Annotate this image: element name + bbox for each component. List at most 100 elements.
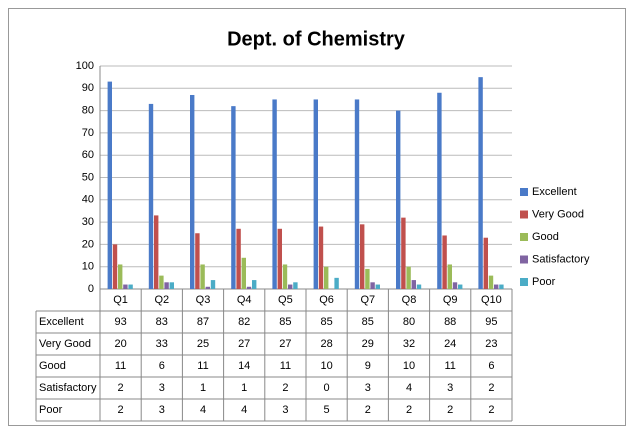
table-cell: 29 — [362, 338, 374, 350]
table-cell: 2 — [365, 404, 371, 416]
x-tick-label: Q8 — [402, 294, 417, 306]
bar — [246, 286, 252, 289]
table-cell: 11 — [115, 360, 126, 372]
table-cell: 14 — [238, 360, 250, 372]
table-cell: 1 — [200, 382, 206, 394]
bar — [128, 284, 133, 289]
bar — [164, 282, 169, 289]
table-cell: 2 — [488, 404, 494, 416]
bar — [231, 106, 236, 289]
table-cell: 85 — [362, 316, 374, 328]
y-tick-label: 30 — [82, 216, 94, 228]
legend-swatch — [520, 210, 528, 219]
bar — [313, 99, 318, 289]
legend-label: Poor — [532, 276, 556, 288]
table-row-label: Satisfactory — [39, 382, 97, 394]
x-tick-label: Q7 — [360, 294, 375, 306]
x-tick-label: Q5 — [278, 294, 293, 306]
bar — [277, 228, 282, 289]
bar — [123, 284, 128, 289]
bar — [190, 94, 195, 290]
table-cell: 3 — [282, 404, 288, 416]
bar — [447, 264, 452, 289]
table-cell: 11 — [444, 360, 455, 372]
bar — [488, 275, 494, 289]
x-tick-label: Q9 — [443, 294, 458, 306]
table-cell: 5 — [324, 404, 330, 416]
y-tick-label: 50 — [82, 171, 94, 183]
chart-title: Dept. of Chemistry — [227, 28, 406, 50]
bar — [282, 264, 288, 289]
bar — [483, 237, 488, 289]
x-tick-label: Q2 — [154, 294, 169, 306]
bar — [154, 215, 159, 289]
table-cell: 32 — [403, 338, 415, 350]
bar — [334, 277, 339, 289]
bar — [411, 280, 416, 289]
bar — [406, 266, 411, 289]
table-cell: 4 — [241, 404, 247, 416]
table-cell: 82 — [238, 316, 250, 328]
table-cell: 85 — [320, 316, 332, 328]
bar — [318, 226, 324, 289]
bar — [324, 266, 329, 289]
bar — [148, 103, 154, 289]
table-cell: 3 — [159, 382, 165, 394]
table-cell: 3 — [447, 382, 453, 394]
bar — [375, 284, 380, 289]
bar — [396, 110, 401, 289]
y-tick-label: 20 — [82, 238, 94, 250]
y-tick-label: 40 — [82, 194, 94, 206]
y-tick-label: 80 — [82, 105, 94, 117]
bar — [416, 284, 422, 289]
legend-label: Excellent — [532, 186, 577, 198]
y-tick-label: 10 — [82, 261, 94, 273]
table-cell: 2 — [406, 404, 412, 416]
bar — [458, 284, 463, 289]
bar — [452, 282, 458, 289]
table-cell: 93 — [114, 316, 126, 328]
y-tick-label: 100 — [76, 60, 94, 72]
bar — [272, 99, 277, 289]
table-cell: 24 — [444, 338, 456, 350]
x-tick-label: Q4 — [237, 294, 252, 306]
table-cell: 11 — [280, 360, 291, 372]
x-tick-label: Q6 — [319, 294, 334, 306]
table-cell: 25 — [197, 338, 209, 350]
y-tick-label: 90 — [82, 82, 94, 94]
table-cell: 1 — [241, 382, 247, 394]
bar — [478, 77, 483, 290]
table-cell: 2 — [488, 382, 494, 394]
bar — [118, 264, 123, 289]
table-cell: 80 — [403, 316, 415, 328]
bar — [494, 284, 499, 289]
y-tick-label: 70 — [82, 127, 94, 139]
bar — [288, 284, 293, 289]
legend-swatch — [520, 278, 528, 286]
bar — [437, 92, 442, 289]
y-tick-label: 0 — [88, 283, 94, 295]
bar — [360, 224, 365, 289]
legend-swatch — [520, 255, 528, 264]
table-cell: 2 — [118, 404, 124, 416]
table-cell: 0 — [324, 382, 330, 394]
bar — [210, 280, 216, 289]
table-cell: 87 — [197, 316, 209, 328]
bar — [252, 280, 257, 289]
table-cell: 2 — [282, 382, 288, 394]
table-cell: 10 — [320, 360, 332, 372]
table-row-label: Poor — [39, 404, 63, 416]
y-tick-label: 60 — [82, 149, 94, 161]
bar — [236, 228, 241, 289]
table-cell: 28 — [320, 338, 332, 350]
bar — [107, 81, 112, 289]
table-row-label: Excellent — [39, 316, 84, 328]
bar — [112, 244, 118, 289]
bar — [442, 235, 447, 289]
table-cell: 23 — [485, 338, 497, 350]
table-cell: 2 — [447, 404, 453, 416]
table-cell: 88 — [444, 316, 456, 328]
table-cell: 27 — [279, 338, 291, 350]
